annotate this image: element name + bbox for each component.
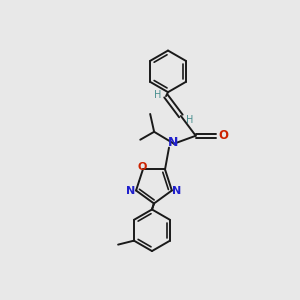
Text: H: H [154, 90, 162, 100]
Text: H: H [186, 115, 194, 125]
Text: O: O [218, 129, 229, 142]
Text: O: O [137, 163, 147, 172]
Text: N: N [168, 136, 178, 149]
Text: N: N [172, 187, 182, 196]
Text: N: N [127, 187, 136, 196]
